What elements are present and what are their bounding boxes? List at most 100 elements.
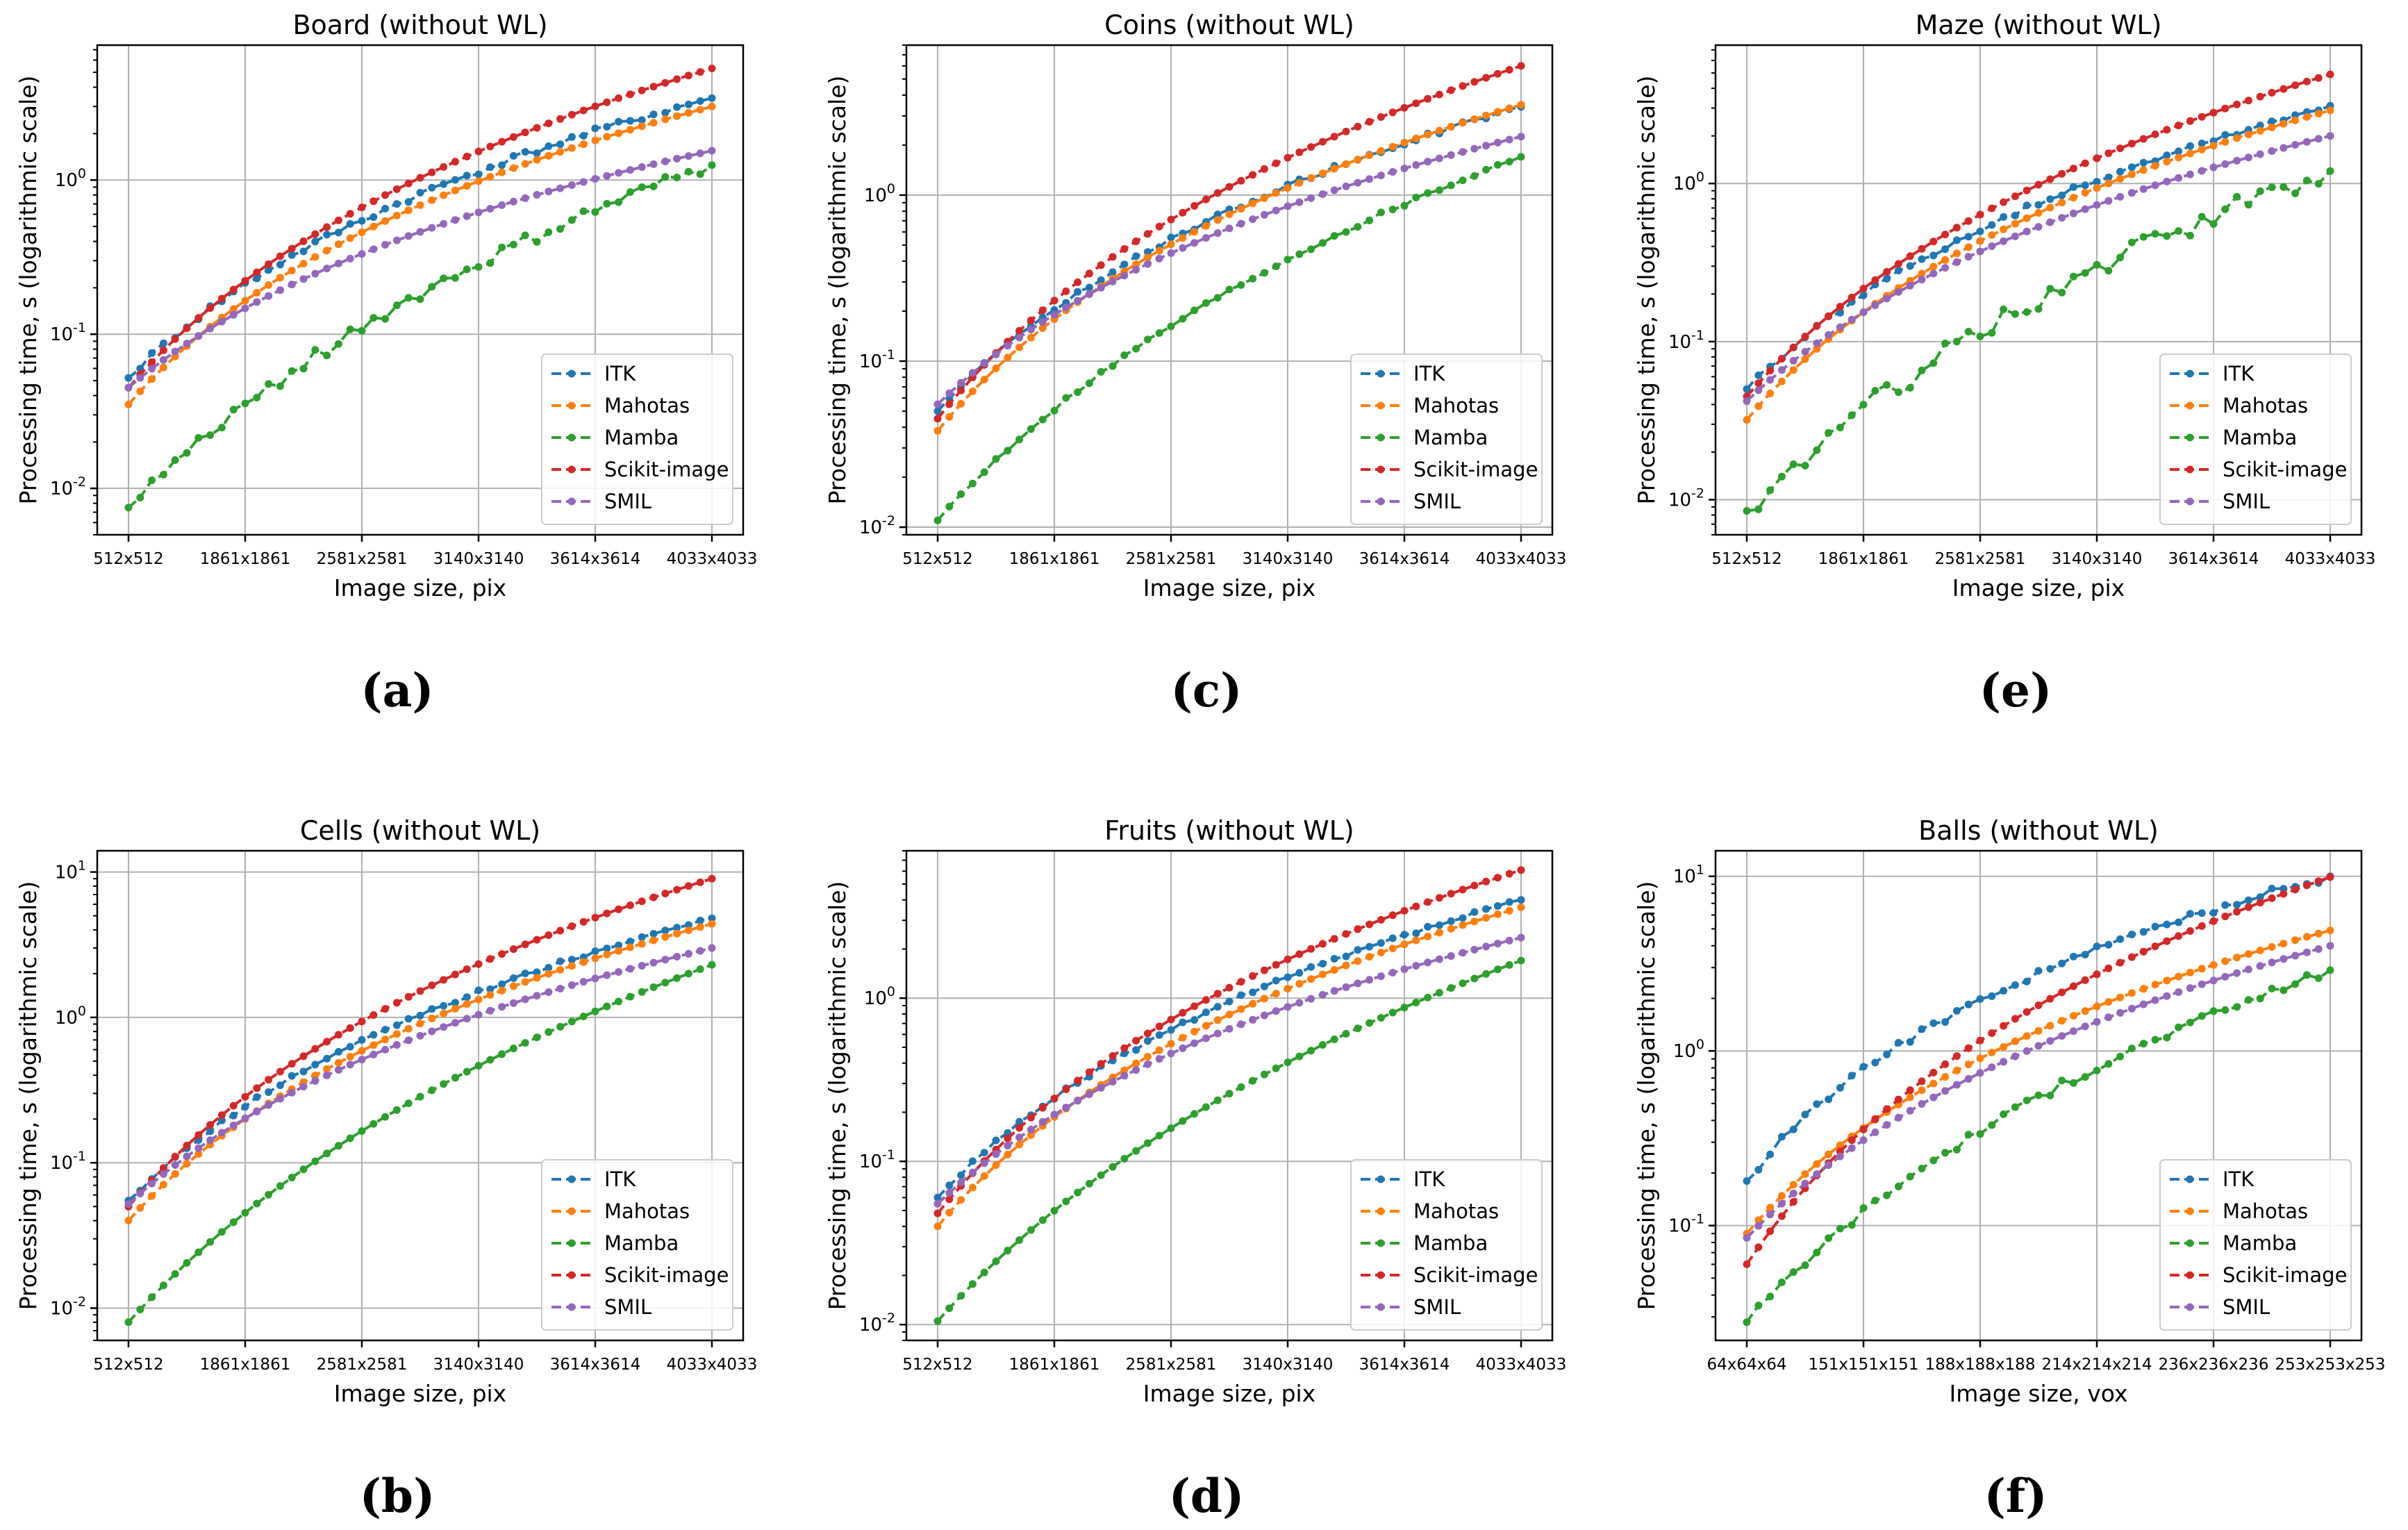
data-point (1505, 898, 1513, 906)
data-point (1424, 958, 1432, 967)
data-point (567, 962, 576, 970)
legend-box (541, 354, 733, 525)
data-point (381, 1113, 390, 1121)
data-point (933, 516, 942, 524)
data-point (1213, 1016, 1222, 1024)
data-point (392, 211, 401, 219)
data-point (1272, 206, 1280, 215)
data-point (440, 1001, 448, 1010)
data-point (1085, 1179, 1093, 1188)
data-point (1307, 995, 1315, 1003)
data-point (1155, 1031, 1163, 1039)
data-point (1813, 446, 1821, 454)
data-point (603, 199, 611, 208)
data-point (1918, 244, 1926, 253)
data-point (545, 119, 553, 128)
data-point (229, 1121, 238, 1129)
data-point (217, 317, 226, 326)
data-point (229, 285, 238, 294)
data-point (428, 224, 436, 232)
data-point (1365, 976, 1374, 984)
data-point (1743, 385, 1751, 393)
data-point (124, 1217, 133, 1224)
x-tick-label: 2581x2581 (1126, 550, 1217, 568)
x-tick-label: 3614x3614 (1359, 1356, 1450, 1374)
data-point (1143, 1053, 1152, 1061)
legend-box (541, 1159, 733, 1331)
data-point (2209, 220, 2218, 228)
data-point (567, 981, 576, 989)
data-point (2291, 936, 2300, 945)
data-point (463, 172, 471, 180)
data-point (1988, 992, 1996, 1000)
data-point (2139, 947, 2148, 956)
data-point (980, 1172, 988, 1180)
data-point (299, 247, 308, 256)
data-point (968, 1280, 977, 1288)
data-point (1482, 914, 1491, 922)
data-point (1179, 244, 1187, 252)
data-point (1789, 460, 1797, 468)
data-point (603, 98, 611, 106)
legend-label: Mamba (1413, 1231, 1488, 1255)
data-point (579, 106, 588, 115)
data-point (2081, 159, 2089, 167)
data-point (440, 180, 448, 188)
data-point (661, 979, 670, 987)
data-point (1377, 208, 1385, 217)
data-point (579, 958, 588, 966)
data-point (1295, 198, 1304, 206)
data-point (626, 166, 634, 174)
data-point (2104, 940, 2113, 949)
data-point (334, 1058, 342, 1067)
data-point (1284, 1058, 1292, 1067)
data-point (1447, 122, 1455, 131)
data-point (1517, 153, 1525, 161)
data-point (323, 247, 331, 255)
data-point (1318, 940, 1327, 948)
data-point (2244, 950, 2252, 958)
data-point (2268, 984, 2276, 992)
data-point (992, 1257, 1000, 1265)
data-point (1470, 78, 1479, 86)
axes-frame (905, 849, 1554, 1342)
legend-label: SMIL (1413, 490, 1461, 513)
data-point (136, 374, 144, 382)
data-point (1482, 970, 1491, 978)
series-mamba (124, 961, 716, 1327)
data-point (346, 1134, 354, 1142)
series-line (127, 917, 713, 1202)
data-point (579, 978, 588, 986)
data-point (2233, 134, 2241, 142)
data-point (2314, 929, 2323, 938)
data-point (980, 468, 988, 476)
data-point (684, 167, 692, 176)
data-point (358, 1017, 366, 1026)
legend-marker (2186, 1271, 2194, 1279)
data-point (1941, 1073, 1950, 1081)
data-point (2326, 132, 2334, 140)
data-point (2326, 942, 2334, 950)
data-point (1976, 332, 1984, 340)
data-point (2046, 218, 2054, 226)
data-point (933, 400, 942, 408)
data-point (159, 339, 167, 347)
data-point (2314, 945, 2323, 953)
data-point (1202, 996, 1210, 1004)
data-point (591, 175, 599, 183)
data-point (1766, 1211, 1775, 1219)
data-point (1108, 362, 1117, 370)
data-point (1249, 215, 1257, 224)
data-point (1260, 165, 1268, 173)
data-point (1318, 960, 1327, 968)
data-point (2268, 123, 2276, 131)
data-point (1108, 268, 1117, 276)
data-point (533, 156, 541, 164)
data-point (1859, 308, 1868, 317)
data-point (1062, 394, 1070, 402)
data-point (1766, 486, 1775, 494)
series-itk (1743, 872, 2334, 1185)
data-point (1766, 390, 1775, 397)
data-point (1482, 877, 1491, 885)
